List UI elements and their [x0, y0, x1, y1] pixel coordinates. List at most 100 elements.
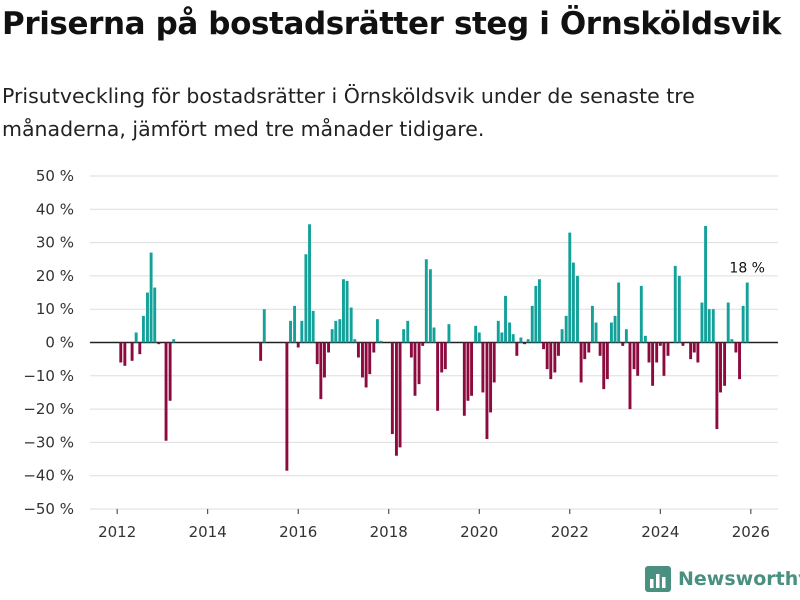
- bar: [523, 342, 526, 345]
- bar: [406, 320, 410, 343]
- bar: [568, 232, 572, 343]
- x-tick-label: 2024: [641, 523, 679, 541]
- bar: [311, 310, 315, 343]
- bar: [409, 342, 413, 358]
- bar: [504, 295, 507, 343]
- bar: [621, 342, 625, 346]
- bar: [141, 315, 145, 343]
- bar: [583, 342, 587, 360]
- bar: [379, 340, 383, 343]
- bar: [500, 332, 504, 343]
- bar: [436, 342, 440, 411]
- bar: [628, 342, 632, 410]
- bar: [308, 224, 311, 343]
- bar: [432, 327, 436, 343]
- bar: [542, 342, 545, 350]
- bar: [538, 279, 541, 343]
- newsworthy-brand: Newsworthy: [645, 566, 800, 592]
- bar: [315, 342, 319, 365]
- bar: [711, 309, 715, 343]
- bar: [338, 319, 342, 343]
- bar: [681, 342, 685, 346]
- x-tick-label: 2016: [279, 523, 317, 541]
- bar: [149, 252, 153, 343]
- bar: [375, 319, 379, 343]
- bar: [368, 342, 372, 375]
- gridlines: [90, 175, 778, 510]
- bar: [745, 282, 749, 343]
- bar: [526, 339, 530, 343]
- x-tick-label: 2014: [189, 523, 227, 541]
- bar: [666, 342, 670, 356]
- y-tick-label: 20 %: [36, 267, 74, 285]
- bar: [636, 342, 640, 376]
- bar: [289, 320, 292, 343]
- bar: [300, 320, 304, 343]
- bar: [700, 302, 704, 343]
- bar: [443, 342, 447, 370]
- bar: [157, 342, 161, 345]
- bar: [153, 287, 157, 343]
- bar: [330, 329, 334, 343]
- y-tick-label: 30 %: [36, 234, 74, 252]
- bar: [726, 302, 730, 343]
- bar: [692, 342, 696, 353]
- bar: [560, 329, 564, 343]
- bar: [590, 305, 594, 343]
- bar: [647, 342, 651, 363]
- bar: [402, 329, 406, 343]
- x-tick-label: 2020: [460, 523, 498, 541]
- bar: [587, 342, 591, 353]
- bar: [639, 285, 643, 343]
- y-tick-label: −30 %: [23, 433, 74, 451]
- bar: [534, 285, 538, 343]
- bar: [609, 322, 613, 343]
- bar: [673, 265, 677, 343]
- bar: [662, 342, 666, 376]
- bar: [372, 342, 376, 353]
- bar: [651, 342, 655, 386]
- x-axis: 2012 2014 2016 2018 2020 2022 2024 2026: [98, 509, 770, 541]
- bar: [394, 342, 398, 456]
- bar: [598, 342, 602, 356]
- bar: [417, 342, 421, 385]
- bar: [489, 342, 493, 413]
- bar: [579, 342, 583, 383]
- bar: [168, 342, 172, 401]
- bar: [470, 342, 474, 396]
- annotations: 18 %: [729, 261, 765, 277]
- bar: [130, 342, 134, 361]
- bar: [734, 342, 738, 353]
- y-tick-label: −10 %: [23, 367, 74, 385]
- bar: [741, 305, 745, 343]
- chart-title: Priserna på bostadsrätter steg i Örnsköl…: [2, 6, 782, 42]
- bar-chart-logo-icon: [645, 566, 671, 592]
- bar: [323, 342, 326, 378]
- bars: [119, 224, 749, 471]
- bar: [424, 259, 428, 343]
- bar: [602, 342, 606, 390]
- bar: [123, 342, 127, 366]
- bar: [481, 342, 485, 393]
- y-tick-label: 0 %: [45, 334, 74, 352]
- bar: [353, 339, 357, 343]
- bar: [730, 339, 734, 343]
- bar: [172, 339, 176, 343]
- y-tick-label: −50 %: [23, 500, 74, 518]
- bar: [421, 342, 425, 346]
- bar: [515, 342, 519, 356]
- bar: [594, 322, 598, 343]
- bar: [545, 342, 549, 370]
- bar: [564, 315, 568, 343]
- bar: [296, 342, 300, 348]
- y-tick-label: 50 %: [36, 167, 74, 185]
- bar: [689, 342, 693, 360]
- chart-subtitle: Prisutveckling för bostadsrätter i Örnsk…: [2, 84, 695, 141]
- bar: [134, 332, 138, 343]
- bar: [643, 335, 647, 343]
- bar: [632, 342, 636, 370]
- bar: [262, 309, 266, 343]
- bar: [719, 342, 722, 393]
- y-tick-label: −20 %: [23, 400, 74, 418]
- bar: [477, 332, 481, 343]
